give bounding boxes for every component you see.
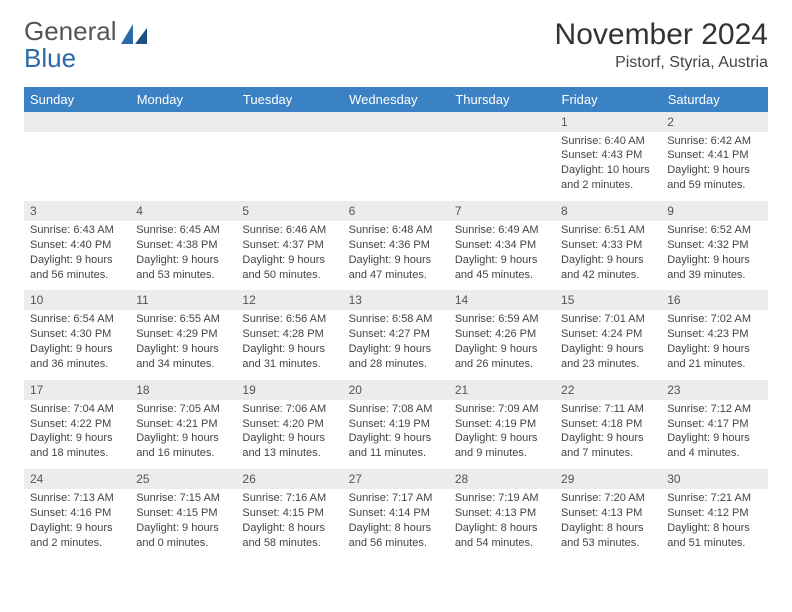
day-number: 29 xyxy=(555,469,661,489)
day-cell: Sunrise: 7:06 AMSunset: 4:20 PMDaylight:… xyxy=(236,400,342,469)
day-number xyxy=(130,112,236,132)
day-cell: Sunrise: 6:52 AMSunset: 4:32 PMDaylight:… xyxy=(661,221,767,290)
day-cell xyxy=(449,132,555,201)
day-number-row: 3456789 xyxy=(24,201,768,221)
day-cell: Sunrise: 7:04 AMSunset: 4:22 PMDaylight:… xyxy=(24,400,130,469)
day-number: 9 xyxy=(661,201,767,221)
day-number xyxy=(449,112,555,132)
day-number: 27 xyxy=(343,469,449,489)
day-cell: Sunrise: 7:13 AMSunset: 4:16 PMDaylight:… xyxy=(24,489,130,558)
day-data-row: Sunrise: 7:04 AMSunset: 4:22 PMDaylight:… xyxy=(24,400,768,469)
day-cell xyxy=(130,132,236,201)
day-number xyxy=(236,112,342,132)
day-cell: Sunrise: 6:43 AMSunset: 4:40 PMDaylight:… xyxy=(24,221,130,290)
day-number-row: 10111213141516 xyxy=(24,290,768,310)
day-cell: Sunrise: 6:46 AMSunset: 4:37 PMDaylight:… xyxy=(236,221,342,290)
day-number: 10 xyxy=(24,290,130,310)
day-data-row: Sunrise: 6:54 AMSunset: 4:30 PMDaylight:… xyxy=(24,310,768,379)
day-number: 24 xyxy=(24,469,130,489)
day-number-row: 17181920212223 xyxy=(24,380,768,400)
header: General Blue November 2024 Pistorf, Styr… xyxy=(24,18,768,73)
day-number: 8 xyxy=(555,201,661,221)
day-number-row: 12 xyxy=(24,112,768,132)
logo: General Blue xyxy=(24,18,149,73)
month-title: November 2024 xyxy=(555,18,768,52)
day-number: 25 xyxy=(130,469,236,489)
day-number: 11 xyxy=(130,290,236,310)
day-of-week-row: SundayMondayTuesdayWednesdayThursdayFrid… xyxy=(24,87,768,112)
day-cell: Sunrise: 6:40 AMSunset: 4:43 PMDaylight:… xyxy=(555,132,661,201)
day-cell: Sunrise: 7:05 AMSunset: 4:21 PMDaylight:… xyxy=(130,400,236,469)
day-number: 30 xyxy=(661,469,767,489)
day-cell: Sunrise: 6:55 AMSunset: 4:29 PMDaylight:… xyxy=(130,310,236,379)
day-data-row: Sunrise: 7:13 AMSunset: 4:16 PMDaylight:… xyxy=(24,489,768,558)
day-cell: Sunrise: 7:09 AMSunset: 4:19 PMDaylight:… xyxy=(449,400,555,469)
day-header: Tuesday xyxy=(236,87,342,112)
day-number: 13 xyxy=(343,290,449,310)
day-number: 28 xyxy=(449,469,555,489)
day-cell: Sunrise: 6:58 AMSunset: 4:27 PMDaylight:… xyxy=(343,310,449,379)
day-number: 3 xyxy=(24,201,130,221)
day-number: 1 xyxy=(555,112,661,132)
day-cell: Sunrise: 6:42 AMSunset: 4:41 PMDaylight:… xyxy=(661,132,767,201)
calendar-table: SundayMondayTuesdayWednesdayThursdayFrid… xyxy=(24,87,768,559)
day-cell: Sunrise: 6:48 AMSunset: 4:36 PMDaylight:… xyxy=(343,221,449,290)
day-number: 6 xyxy=(343,201,449,221)
day-number: 14 xyxy=(449,290,555,310)
day-number: 5 xyxy=(236,201,342,221)
day-cell: Sunrise: 7:02 AMSunset: 4:23 PMDaylight:… xyxy=(661,310,767,379)
day-data-row: Sunrise: 6:40 AMSunset: 4:43 PMDaylight:… xyxy=(24,132,768,201)
day-cell: Sunrise: 6:59 AMSunset: 4:26 PMDaylight:… xyxy=(449,310,555,379)
day-header: Friday xyxy=(555,87,661,112)
day-header: Saturday xyxy=(661,87,767,112)
day-cell: Sunrise: 7:16 AMSunset: 4:15 PMDaylight:… xyxy=(236,489,342,558)
day-data-row: Sunrise: 6:43 AMSunset: 4:40 PMDaylight:… xyxy=(24,221,768,290)
day-cell: Sunrise: 6:56 AMSunset: 4:28 PMDaylight:… xyxy=(236,310,342,379)
logo-text: General Blue xyxy=(24,18,117,73)
day-cell: Sunrise: 6:49 AMSunset: 4:34 PMDaylight:… xyxy=(449,221,555,290)
day-number: 23 xyxy=(661,380,767,400)
day-number xyxy=(24,112,130,132)
day-cell: Sunrise: 6:54 AMSunset: 4:30 PMDaylight:… xyxy=(24,310,130,379)
day-number: 16 xyxy=(661,290,767,310)
day-cell: Sunrise: 7:15 AMSunset: 4:15 PMDaylight:… xyxy=(130,489,236,558)
day-number: 4 xyxy=(130,201,236,221)
day-number: 18 xyxy=(130,380,236,400)
day-header: Monday xyxy=(130,87,236,112)
day-number: 2 xyxy=(661,112,767,132)
day-cell: Sunrise: 6:51 AMSunset: 4:33 PMDaylight:… xyxy=(555,221,661,290)
day-number: 12 xyxy=(236,290,342,310)
day-number: 22 xyxy=(555,380,661,400)
logo-line2: Blue xyxy=(24,43,76,73)
day-cell: Sunrise: 7:21 AMSunset: 4:12 PMDaylight:… xyxy=(661,489,767,558)
day-header: Thursday xyxy=(449,87,555,112)
day-cell: Sunrise: 6:45 AMSunset: 4:38 PMDaylight:… xyxy=(130,221,236,290)
day-number: 26 xyxy=(236,469,342,489)
day-header: Sunday xyxy=(24,87,130,112)
day-cell: Sunrise: 7:12 AMSunset: 4:17 PMDaylight:… xyxy=(661,400,767,469)
day-number xyxy=(343,112,449,132)
day-number: 21 xyxy=(449,380,555,400)
day-number: 20 xyxy=(343,380,449,400)
day-number: 15 xyxy=(555,290,661,310)
day-cell: Sunrise: 7:19 AMSunset: 4:13 PMDaylight:… xyxy=(449,489,555,558)
day-cell: Sunrise: 7:08 AMSunset: 4:19 PMDaylight:… xyxy=(343,400,449,469)
logo-sail-icon xyxy=(121,24,149,44)
day-header: Wednesday xyxy=(343,87,449,112)
day-number: 17 xyxy=(24,380,130,400)
day-number-row: 24252627282930 xyxy=(24,469,768,489)
title-block: November 2024 Pistorf, Styria, Austria xyxy=(555,18,768,72)
day-number: 7 xyxy=(449,201,555,221)
day-cell xyxy=(24,132,130,201)
day-cell: Sunrise: 7:11 AMSunset: 4:18 PMDaylight:… xyxy=(555,400,661,469)
location: Pistorf, Styria, Austria xyxy=(555,54,768,72)
day-cell: Sunrise: 7:01 AMSunset: 4:24 PMDaylight:… xyxy=(555,310,661,379)
day-cell: Sunrise: 7:17 AMSunset: 4:14 PMDaylight:… xyxy=(343,489,449,558)
logo-line1: General xyxy=(24,16,117,46)
day-cell xyxy=(236,132,342,201)
day-cell xyxy=(343,132,449,201)
day-cell: Sunrise: 7:20 AMSunset: 4:13 PMDaylight:… xyxy=(555,489,661,558)
day-number: 19 xyxy=(236,380,342,400)
